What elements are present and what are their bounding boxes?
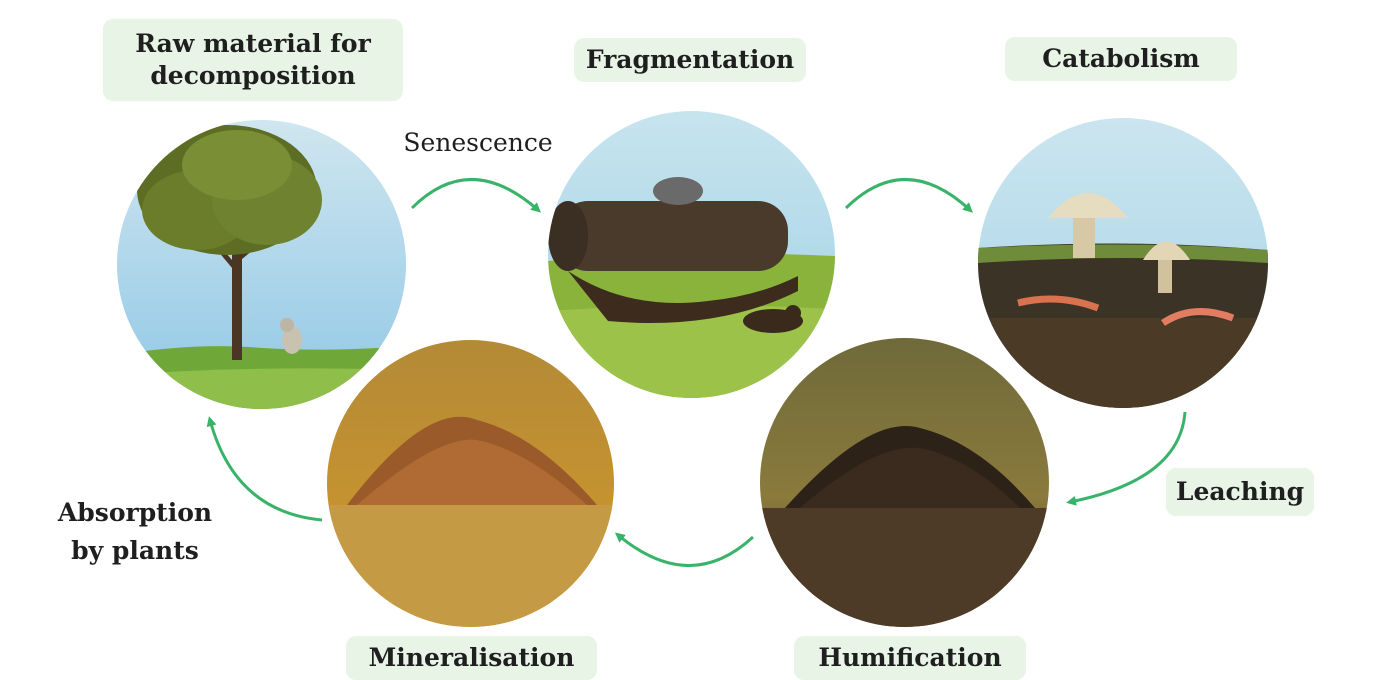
arrow-tree-to-fragmentation <box>410 178 542 213</box>
leaching-text: Leaching <box>1175 476 1305 506</box>
arrow-humification-to-mineralisation <box>614 532 755 567</box>
humification-text: Humification <box>818 642 1002 672</box>
arrow-fragmentation-to-catabolism <box>844 178 973 213</box>
raw-material-text: Raw material for decomposition <box>135 28 371 91</box>
catabolism-label: Catabolism <box>1005 37 1237 81</box>
mineralisation-label: Mineralisation <box>346 636 597 680</box>
catabolism-illustration <box>978 118 1268 408</box>
fragmentation-text: Fragmentation <box>585 44 795 74</box>
mineralisation-text: Mineralisation <box>368 642 575 672</box>
catabolism-text: Catabolism <box>1042 43 1200 73</box>
arrow-mineralisation-to-tree <box>206 416 323 522</box>
mineralisation-illustration <box>327 340 614 627</box>
humification-label: Humification <box>794 636 1026 680</box>
senescence-label: Senescence <box>403 128 553 157</box>
fragmentation-label: Fragmentation <box>574 38 806 82</box>
catabolism-circle <box>978 118 1268 408</box>
arrow-catabolism-to-humification <box>1066 411 1187 506</box>
fragmentation-illustration <box>548 111 835 398</box>
absorption-label: Absorption by plants <box>57 498 213 565</box>
leaching-label: Leaching <box>1166 468 1314 516</box>
fragmentation-circle <box>548 111 835 398</box>
raw-material-label: Raw material for decomposition <box>103 19 403 101</box>
mineralisation-circle <box>327 340 614 627</box>
